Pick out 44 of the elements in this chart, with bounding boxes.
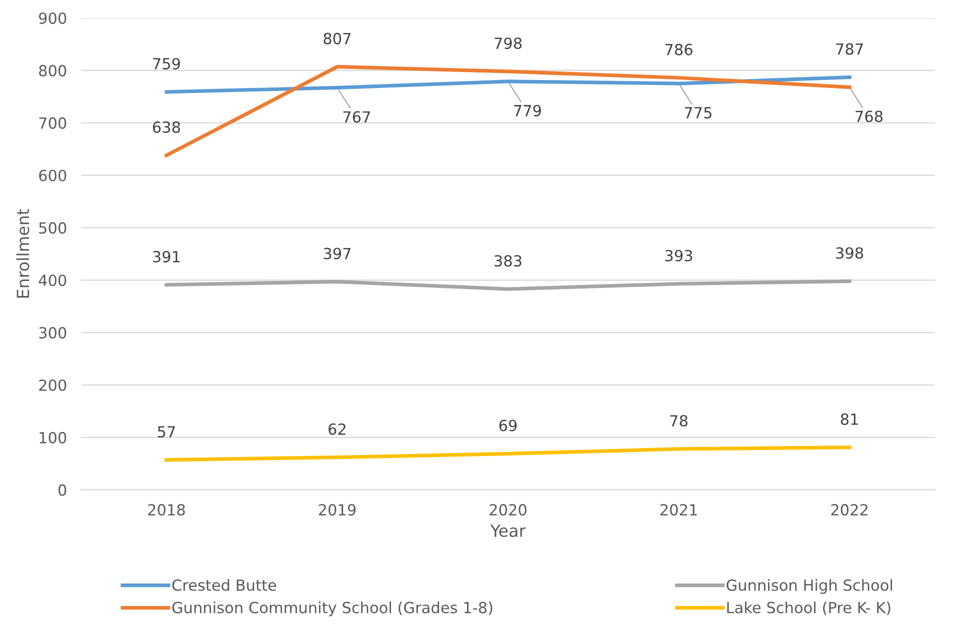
data-label: 393 [665,250,692,262]
y-tick-label: 500 [39,222,66,234]
data-label: 767 [343,111,370,123]
data-label: 638 [152,121,180,133]
y-tick-label: 900 [39,12,66,24]
x-axis-title: Year [490,524,526,537]
y-tick-label: 200 [39,379,66,392]
legend-label: Gunnison Community School (Grades 1-8) [172,602,492,616]
x-tick-label: 2020 [490,504,526,516]
x-tick-label: 2021 [660,504,697,516]
data-label: 807 [324,32,351,44]
data-label: 768 [856,110,883,122]
line-series [164,446,852,462]
data-label: 775 [684,107,712,118]
legend-label: Gunnison High School [726,579,892,594]
y-axis-title: Enrollment [16,209,30,298]
legend-label: Lake School (Pre K- K) [727,602,890,616]
x-tick-label: 2018 [148,504,185,516]
data-label: 62 [328,423,346,435]
data-label: 78 [670,414,688,427]
y-tick-label: 800 [39,64,66,76]
y-tick-label: 600 [39,170,66,182]
line-series [164,75,852,94]
data-label: 786 [665,44,692,56]
data-label: 81 [840,413,858,425]
data-label: 57 [158,426,175,438]
legend-label: Crested Butte [172,579,276,591]
y-tick-label: 300 [39,327,66,339]
data-label: 391 [153,250,180,262]
data-label: 798 [494,37,522,50]
data-label: 779 [514,104,541,116]
data-label: 383 [494,255,522,267]
y-tick-label: 100 [40,432,66,444]
y-tick-label: 400 [38,274,66,286]
data-label: 397 [324,248,351,260]
data-label: 759 [153,58,180,70]
x-tick-label: 2019 [318,504,356,516]
line-series [164,279,852,291]
x-tick-label: 2022 [831,504,868,516]
data-label: 787 [836,43,863,55]
data-label: 398 [836,247,864,259]
y-tick-label: 0 [58,484,66,496]
y-tick-label: 700 [39,117,66,129]
data-label: 69 [499,420,517,432]
